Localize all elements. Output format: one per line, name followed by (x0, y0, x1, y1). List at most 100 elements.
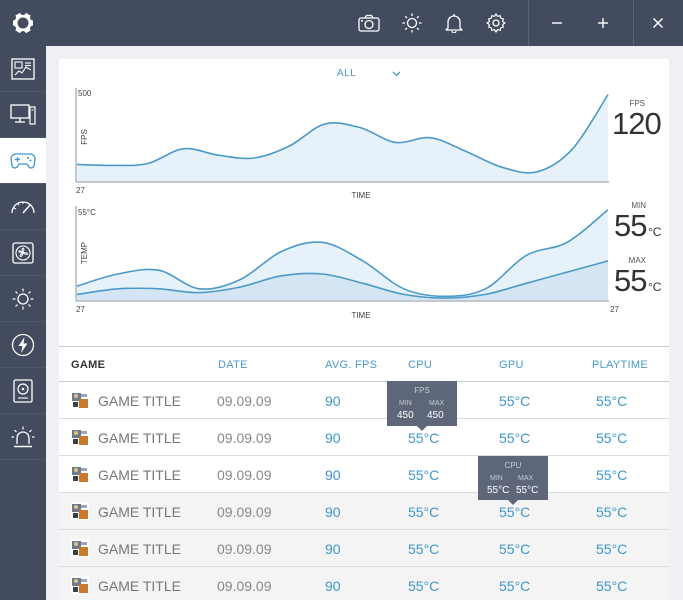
cell-gpu: 55°C (499, 504, 531, 520)
game-thumbnail-icon (71, 502, 89, 520)
max-readout-label: MAX (628, 256, 646, 265)
temp-ylabel: TEMP (80, 242, 89, 264)
cell-fps: 90 (325, 430, 341, 446)
brightness-icon[interactable] (398, 9, 426, 37)
toolbar-separator (633, 0, 634, 46)
maximize-icon[interactable] (589, 9, 617, 37)
game-thumbnail-icon (71, 428, 89, 446)
cell-date: 09.09.09 (217, 541, 272, 557)
temp-chart: 55°C 27 27 TIME TEMP (75, 206, 620, 320)
bell-icon[interactable] (440, 9, 468, 37)
lightning-icon (11, 333, 35, 356)
temp-series-2-area (77, 260, 608, 300)
fps-series-area (77, 94, 608, 181)
column-header-playtime[interactable]: PLAYTIME (592, 359, 648, 371)
column-header-avg-fps[interactable]: AVG. FPS (325, 359, 378, 371)
gauge-icon (11, 200, 35, 213)
sidebar-item-fans[interactable] (0, 230, 46, 276)
game-thumbnail-icon (71, 465, 89, 483)
toolbar-separator (528, 0, 529, 46)
cell-title: GAME TITLE (98, 578, 181, 594)
table-row[interactable]: GAME TITLE 09.09.09 90 55°C 55°C 55°C (59, 530, 669, 567)
table-row[interactable]: GAME TITLE 09.09.09 90 55°C 55°C (59, 382, 669, 419)
game-thumbnail-icon (71, 576, 89, 594)
cell-date: 09.09.09 (217, 578, 272, 594)
cell-date: 09.09.09 (217, 430, 272, 446)
temp-series-1-line (76, 209, 609, 298)
cell-cpu: 55°C (408, 578, 440, 594)
sidebar-item-gaming[interactable] (0, 138, 46, 184)
tooltip-arrow (508, 500, 518, 505)
charts-area: 500 27 TIME FPS 55°C 27 27 TIME TEMP (75, 88, 620, 320)
cell-title: GAME TITLE (98, 541, 181, 557)
gear-icon[interactable] (482, 9, 510, 37)
cell-fps: 90 (325, 504, 341, 520)
sidebar-item-dashboard[interactable] (0, 46, 46, 92)
cell-cpu: 55°C (408, 430, 440, 446)
cell-date: 09.09.09 (217, 467, 272, 483)
temp-ymax-label: 55°C (78, 208, 96, 217)
temp-series-1-area (77, 209, 608, 300)
sidebar (0, 46, 46, 600)
table-row[interactable]: GAME TITLE 09.09.09 90 55°C 55°C 55°C (59, 493, 669, 530)
table-header: GAME DATE AVG. FPS CPU GPU PLAYTIME (59, 346, 669, 382)
camera-icon[interactable] (355, 9, 383, 37)
fps-readout-label: FPS (629, 99, 645, 108)
tooltip-min-value: 55°C (487, 485, 510, 496)
close-icon[interactable] (644, 9, 672, 37)
temp-xmin-label: 27 (76, 305, 85, 314)
table-row[interactable]: GAME TITLE 09.09.09 90 55°C 55°C (59, 456, 669, 493)
sidebar-item-alerts[interactable] (0, 414, 46, 460)
main-panel: ALL 500 27 TIME FPS 55°C 27 27 TIME TEM (59, 59, 669, 600)
cell-title: GAME TITLE (98, 393, 181, 409)
table-row[interactable]: GAME TITLE 09.09.09 90 55°C 55°C 55°C (59, 567, 669, 600)
filter-dropdown[interactable]: ALL (337, 68, 401, 79)
column-header-game[interactable]: GAME (71, 359, 106, 371)
cell-playtime: 55°C (596, 467, 628, 483)
cell-playtime: 55°C (596, 430, 628, 446)
minimize-icon[interactable] (543, 9, 571, 37)
fps-chart: 500 27 TIME FPS (75, 88, 609, 200)
temp-xmax-label: 27 (610, 305, 619, 314)
top-bar (0, 0, 683, 46)
sidebar-item-storage[interactable] (0, 368, 46, 414)
filter-label: ALL (337, 68, 357, 79)
min-readout-label: MIN (631, 201, 646, 210)
fps-ymax-label: 500 (78, 89, 92, 98)
temp-xlabel: TIME (351, 311, 370, 320)
cell-gpu: 55°C (499, 578, 531, 594)
sidebar-item-monitor[interactable] (0, 92, 46, 138)
tooltip-min-label: MIN (399, 400, 412, 407)
fps-xlabel: TIME (351, 191, 370, 200)
cell-gpu: 55°C (499, 541, 531, 557)
cpu-tooltip: CPU MIN MAX 55°C 55°C (478, 456, 548, 505)
column-header-cpu[interactable]: CPU (408, 359, 433, 371)
cell-gpu: 55°C (499, 393, 531, 409)
fps-readout-value: 120 (612, 106, 662, 141)
fps-tooltip: FPS MIN MAX 450 450 (387, 381, 457, 431)
gamepad-icon (10, 152, 36, 169)
cell-playtime: 55°C (596, 541, 628, 557)
tooltip-max-label: MAX (429, 400, 445, 407)
fps-series-line (76, 94, 609, 174)
monitor-icon (10, 103, 36, 125)
tooltip-max-label: MAX (518, 475, 534, 482)
cell-cpu: 55°C (408, 541, 440, 557)
cell-title: GAME TITLE (98, 430, 181, 446)
table-row[interactable]: GAME TITLE 09.09.09 90 55°C 55°C 55°C (59, 419, 669, 456)
app-logo[interactable] (0, 0, 46, 46)
column-header-date[interactable]: DATE (218, 359, 248, 371)
game-thumbnail-icon (71, 391, 89, 409)
sidebar-item-performance[interactable] (0, 184, 46, 230)
sun-icon (12, 288, 34, 309)
cell-gpu: 55°C (499, 430, 531, 446)
dashboard-icon (11, 57, 35, 80)
max-readout-value: 55 (614, 263, 647, 298)
min-readout-unit: °C (648, 225, 662, 239)
fan-icon (12, 241, 34, 264)
cell-fps: 90 (325, 578, 341, 594)
tooltip-max-value: 450 (427, 410, 444, 421)
sidebar-item-lighting[interactable] (0, 276, 46, 322)
sidebar-item-power[interactable] (0, 322, 46, 368)
column-header-gpu[interactable]: GPU (499, 359, 524, 371)
